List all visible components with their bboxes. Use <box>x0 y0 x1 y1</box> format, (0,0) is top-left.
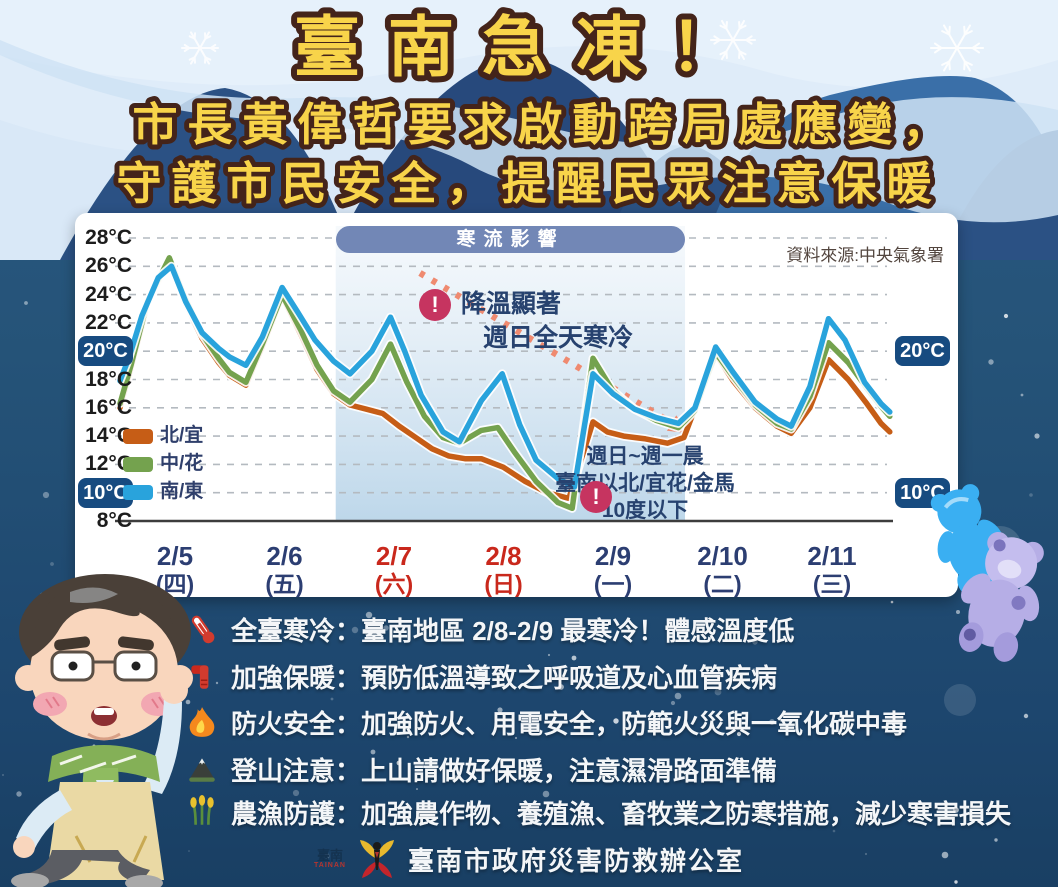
advisory-text: 加強保暖：預防低溫導致之呼吸道及心血管疾病 <box>231 658 777 695</box>
advisory-text: 防火安全：加強防火、用電安全，防範火災與一氧化碳中毒 <box>231 704 907 741</box>
date-label: 2/6 <box>229 541 341 571</box>
legend-swatch-south <box>123 485 153 500</box>
legend-row-north: 北/宜 <box>123 425 203 447</box>
weekday-label: (五) <box>229 571 341 597</box>
annotation-below-10-line3: 10度以下 <box>523 497 767 524</box>
advisory-text: 農漁防護：加強農作物、養殖漁、畜牧業之防寒措施，減少寒害損失 <box>231 794 1011 831</box>
x-axis-day-label: 2/11 (三) <box>776 541 888 597</box>
x-axis-day-label: 2/6 (五) <box>229 541 341 597</box>
weekday-label: (二) <box>667 571 779 597</box>
legend-row-central: 中/花 <box>123 453 203 475</box>
right-badge-20c: 20°C <box>895 336 950 366</box>
y-tick-label: 26°C <box>75 253 132 279</box>
y-tick-label: 8°C <box>75 508 132 534</box>
data-source-label: 資料來源:中央氣象署 <box>786 241 944 266</box>
date-label: 2/10 <box>667 541 779 571</box>
subtitle-line-2: 守護市民安全，提醒民眾注意保暖 <box>116 158 941 209</box>
y-tick-label: 18°C <box>75 367 132 393</box>
infographic-root: 臺南急凍！ 市長黃偉哲要求啟動跨局處應變， 守護市民安全，提醒民眾注意保暖 寒流… <box>0 0 1058 887</box>
y-tick-label: 28°C <box>75 225 132 251</box>
temperature-chart-panel: 寒流影響 資料來源:中央氣象署 8°C 12°C 14°C 16°C 18°C 22°C 2… <box>75 213 958 597</box>
annotation-cooling-line1: 降溫顯著 <box>461 287 633 321</box>
y-tick-label: 24°C <box>75 282 132 308</box>
legend-swatch-central <box>123 457 153 472</box>
annotation-cooling: 降溫顯著 週日全天寒冷 <box>461 287 633 355</box>
weekday-label: (一) <box>557 571 669 597</box>
y-tick-label: 22°C <box>75 310 132 336</box>
x-axis-day-label: 2/7 (六) <box>338 541 450 597</box>
date-label: 2/7 <box>338 541 450 571</box>
weekday-label: (六) <box>338 571 450 597</box>
annotation-below-10-line2: 臺南以北/宜花/金馬 <box>523 470 767 497</box>
x-axis-day-label: 2/10 (二) <box>667 541 779 597</box>
advisory-row: 登山注意：上山請做好保暖，注意濕滑路面準備 <box>185 747 777 791</box>
x-axis-day-label: 2/8 (日) <box>448 541 560 597</box>
weekday-label: (三) <box>776 571 888 597</box>
legend-label-central: 中/花 <box>160 453 203 475</box>
advisory-text: 登山注意：上山請做好保暖，注意濕滑路面準備 <box>231 751 777 788</box>
mayor-mascot-illustration <box>0 550 222 887</box>
annotation-cooling-line2: 週日全天寒冷 <box>461 321 633 355</box>
legend-label-south: 南/東 <box>160 481 203 503</box>
advisory-row: 防火安全：加強防火、用電安全，防範火災與一氧化碳中毒 <box>185 700 907 744</box>
left-badge-20c: 20°C <box>78 336 133 366</box>
cold-front-banner: 寒流影響 <box>336 226 685 253</box>
date-label: 2/8 <box>448 541 560 571</box>
x-axis-day-label: 2/9 (一) <box>557 541 669 597</box>
advisory-row: 農漁防護：加強農作物、養殖漁、畜牧業之防寒措施，減少寒害損失 <box>185 790 1011 834</box>
legend-label-north: 北/宜 <box>160 425 203 447</box>
subtitle-line-1: 市長黃偉哲要求啟動跨局處應變， <box>132 99 957 150</box>
y-tick-label: 16°C <box>75 395 132 421</box>
legend-swatch-north <box>123 429 153 444</box>
advisory-row: 全臺寒冷：臺南地區 2/8-2/9 最寒冷！體感溫度低 <box>185 607 794 651</box>
tainan-logo-en: TAINAN <box>314 862 346 869</box>
annotation-below-10: 週日~週一晨 臺南以北/宜花/金馬 10度以下 <box>523 443 767 524</box>
footer-org-name: 臺南市政府災害防救辦公室 <box>408 841 744 878</box>
tainan-logo-text: 臺南 TAINAN <box>314 849 346 869</box>
advisory-text: 全臺寒冷：臺南地區 2/8-2/9 最寒冷！體感溫度低 <box>231 611 794 648</box>
gummy-bears-illustration <box>918 468 1058 668</box>
temperature-line-chart <box>75 213 958 597</box>
weekday-label: (日) <box>448 571 560 597</box>
alert-icon: ! <box>419 289 451 321</box>
advisory-row: 加強保暖：預防低溫導致之呼吸道及心血管疾病 <box>185 654 777 698</box>
legend-row-south: 南/東 <box>123 481 203 503</box>
tainan-city-logo <box>354 836 400 882</box>
date-label: 2/9 <box>557 541 669 571</box>
date-label: 2/11 <box>776 541 888 571</box>
alert-icon: ! <box>580 481 612 513</box>
title-block: 臺南急凍！ 市長黃偉哲要求啟動跨局處應變， 守護市民安全，提醒民眾注意保暖 <box>0 0 1058 212</box>
page-title: 臺南急凍！ <box>294 10 764 84</box>
annotation-below-10-line1: 週日~週一晨 <box>523 443 767 470</box>
tainan-logo-cn: 臺南 <box>317 849 343 862</box>
